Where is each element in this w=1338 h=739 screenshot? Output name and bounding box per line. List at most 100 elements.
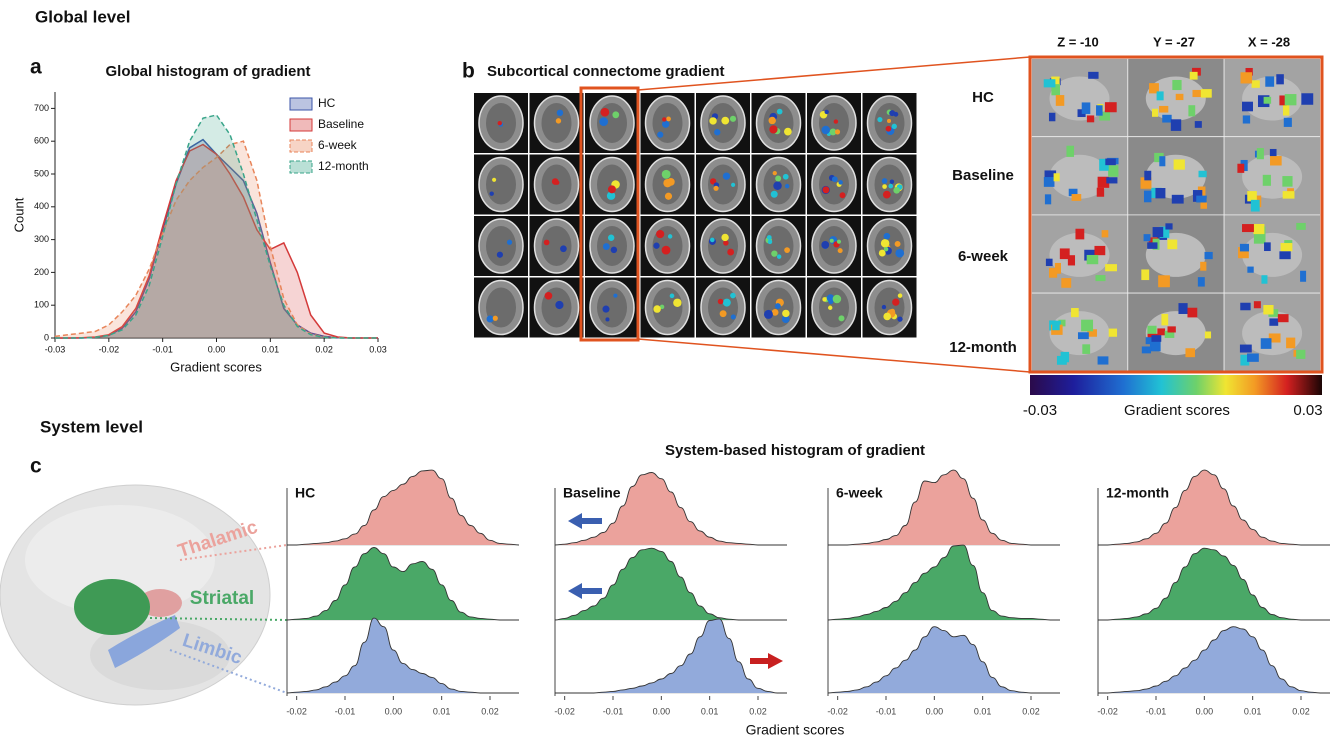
- zoom-blob: [1264, 97, 1271, 104]
- slice-blob: [545, 292, 553, 300]
- view-label: X = -28: [1248, 34, 1290, 49]
- slice-blob: [656, 230, 664, 238]
- x-tick-label: -0.01: [1146, 706, 1167, 716]
- slice-blob: [777, 109, 783, 115]
- density-area: [828, 545, 1060, 620]
- slice-blob: [487, 315, 494, 322]
- slice-inner: [486, 226, 516, 266]
- density-area: [1098, 470, 1330, 545]
- zoom-blob: [1286, 338, 1295, 349]
- zoom-blob: [1066, 146, 1074, 157]
- chart-title: HC: [295, 485, 315, 501]
- zoom-blob: [1240, 303, 1250, 311]
- zoom-blob: [1201, 89, 1212, 98]
- x-tick-label: -0.02: [1097, 706, 1118, 716]
- density-area: [1098, 548, 1330, 620]
- slice-inner: [597, 226, 627, 266]
- zoom-blob: [1144, 171, 1151, 181]
- zoom-blob: [1263, 305, 1273, 314]
- zoom-blob: [1254, 301, 1261, 308]
- slice-blob: [662, 117, 666, 121]
- x-tick-label: -0.01: [152, 344, 173, 354]
- zoom-blob: [1061, 278, 1071, 288]
- zoom-blob: [1072, 194, 1082, 201]
- slice-blob: [835, 129, 840, 134]
- slice-blob: [663, 179, 671, 187]
- zoom-slices: [1032, 59, 1321, 372]
- panel-title: Subcortical connectome gradient: [487, 63, 725, 80]
- zoom-blob: [1279, 251, 1290, 259]
- slice-blob: [882, 184, 887, 189]
- zoom-blob: [1071, 308, 1079, 317]
- zoom-blob: [1205, 252, 1213, 259]
- zoom-blob: [1094, 246, 1105, 255]
- figure: Global level System level a b c Global h…: [0, 0, 1338, 739]
- slice-blob: [730, 116, 736, 122]
- x-tick-label: 0.00: [208, 344, 226, 354]
- zoom-blob: [1269, 318, 1278, 325]
- slice-blob: [895, 249, 904, 258]
- y-axis-label: Count: [11, 197, 26, 232]
- zoom-blob: [1205, 331, 1211, 338]
- zoom-blob: [1155, 188, 1165, 198]
- zoom-blob: [1264, 242, 1271, 251]
- slice-blob: [883, 191, 891, 199]
- density-area: [828, 470, 1060, 545]
- slice-blob: [832, 176, 838, 182]
- zoom-blob: [1283, 191, 1295, 198]
- slice-blob: [773, 171, 777, 175]
- y-tick-label: 600: [34, 136, 49, 146]
- legend-swatch: [290, 140, 312, 152]
- zoom-blob: [1151, 335, 1161, 342]
- slice-blob: [834, 119, 838, 123]
- zoom-blob: [1109, 329, 1117, 337]
- zoom-blob: [1075, 229, 1084, 240]
- slice-blob: [771, 191, 778, 198]
- ridgeline-charts: HC-0.02-0.010.000.010.02Baseline-0.02-0.…: [286, 470, 1330, 716]
- legend-label: 6-week: [318, 138, 358, 152]
- zoom-blob: [1300, 271, 1306, 282]
- slice-inner: [597, 288, 627, 328]
- row-label: HC: [972, 89, 994, 106]
- zoom-blob: [1106, 177, 1117, 183]
- slice-blob: [833, 295, 842, 304]
- zoom-blob: [1081, 320, 1093, 332]
- zoom-blob: [1265, 76, 1274, 86]
- zoom-blob: [1196, 196, 1207, 203]
- zoom-blob: [1283, 104, 1289, 115]
- slice-blob: [821, 241, 829, 249]
- slice-blob: [784, 128, 792, 136]
- density-area: [555, 548, 787, 620]
- zoom-blob: [1261, 275, 1267, 284]
- slice-blob: [665, 193, 672, 200]
- zoom-blob: [1242, 224, 1254, 232]
- slice-blob: [785, 184, 789, 188]
- slice-inner: [486, 165, 516, 205]
- slice-blob: [666, 117, 671, 122]
- zoom-blob: [1097, 188, 1104, 197]
- slice-blob: [783, 174, 789, 180]
- zoom-blob: [1247, 191, 1257, 201]
- slice-blob: [830, 239, 834, 243]
- slice-blob: [775, 303, 781, 309]
- slice-blob: [662, 121, 669, 128]
- zoom-blob: [1178, 303, 1187, 314]
- zoom-blob: [1078, 332, 1089, 339]
- slice-inner: [542, 226, 572, 266]
- zoom-blob: [1198, 277, 1205, 286]
- slice-inner: [875, 103, 905, 143]
- zoom-blob: [1240, 244, 1249, 252]
- slice-blob: [898, 293, 902, 297]
- slice-inner: [819, 165, 849, 205]
- chart-title: Global histogram of gradient: [105, 63, 310, 80]
- zoom-blob: [1176, 94, 1184, 100]
- zoom-blob: [1159, 106, 1168, 113]
- shift-arrow: [750, 653, 783, 669]
- slice-blob: [603, 243, 610, 250]
- row-label: Baseline: [952, 167, 1014, 184]
- slice-blob: [602, 306, 609, 313]
- slice-blob: [767, 235, 772, 240]
- slice-blob: [492, 178, 496, 182]
- zoom-blob: [1168, 326, 1176, 332]
- zoom-blob: [1147, 326, 1156, 334]
